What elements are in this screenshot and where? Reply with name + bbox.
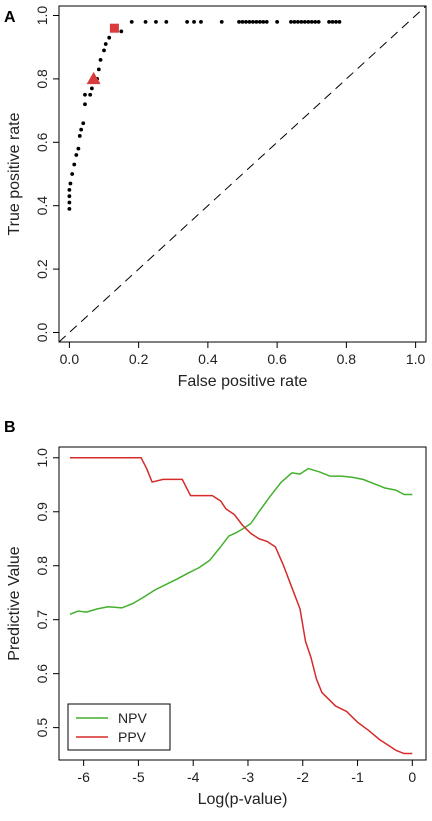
roc-point (275, 19, 280, 24)
x-tick-label: -6 (77, 769, 90, 785)
roc-point (83, 92, 87, 97)
roc-point (316, 19, 321, 24)
roc-highlight-triangle (86, 71, 101, 85)
roc-point (79, 127, 84, 132)
legend-label-ppv: PPV (118, 729, 147, 745)
roc-point (250, 19, 255, 24)
x-tick-label: 0 (408, 769, 416, 785)
roc-point (102, 48, 106, 53)
x-tick-label: -2 (297, 769, 310, 785)
y-axis-title: True positive rate (6, 112, 23, 235)
y-tick-label: 0.7 (34, 610, 50, 630)
x-axis-title: Log(p-value) (198, 791, 288, 808)
x-tick-label: 1.0 (406, 351, 426, 367)
x-tick-label: 0.2 (129, 351, 149, 367)
roc-point (264, 19, 269, 24)
x-tick-label: 0.8 (337, 351, 357, 367)
x-tick-label: 0.4 (198, 351, 218, 367)
series-line-npv (69, 467, 413, 615)
roc-point (89, 86, 94, 91)
roc-point (83, 102, 87, 107)
roc-point (337, 19, 342, 24)
legend: NPV PPV (67, 703, 171, 751)
y-tick-label: 1.0 (34, 448, 50, 468)
panel-letter-b: B (4, 419, 16, 436)
roc-point (98, 57, 103, 62)
roc-point (244, 19, 248, 24)
roc-point (185, 19, 190, 24)
x-tick-label: -1 (351, 769, 364, 785)
roc-point (199, 19, 203, 24)
roc-point (107, 35, 112, 40)
series-line-ppv (69, 457, 413, 755)
y-tick-label: 0.8 (34, 556, 50, 576)
roc-point (67, 206, 72, 211)
x-tick-label: -5 (132, 769, 145, 785)
roc-point (257, 19, 262, 24)
roc-point (119, 29, 124, 34)
roc-point (240, 19, 245, 24)
roc-panel: 0.0 0.2 0.4 0.6 0.8 1.0 0.0 0.2 0.4 0.6 0.8 1.0 Fals… (6, 5, 427, 390)
roc-point (154, 19, 158, 24)
legend-box (67, 703, 171, 751)
roc-point (247, 19, 252, 24)
y-tick-label: 0.0 (34, 323, 50, 343)
roc-point (306, 19, 311, 24)
y-tick-label: 0.2 (34, 259, 50, 279)
diagonal-reference-line (58, 5, 427, 343)
roc-point (330, 19, 335, 24)
roc-point (237, 19, 241, 24)
roc-point (143, 19, 148, 24)
x-tick-label: -4 (187, 769, 200, 785)
x-tick-label: 0.6 (267, 351, 287, 367)
roc-point (72, 162, 77, 167)
panel-letter-a: A (4, 9, 16, 26)
y-tick-label: 0.5 (34, 718, 50, 738)
roc-point (295, 19, 300, 24)
legend-label-npv: NPV (118, 710, 147, 726)
roc-point (76, 146, 81, 151)
roc-point (68, 181, 73, 186)
roc-point (74, 153, 79, 157)
y-tick-label: 1.0 (34, 6, 50, 26)
roc-point (219, 19, 224, 24)
roc-point (67, 200, 72, 205)
roc-point (77, 134, 82, 138)
roc-point (327, 19, 331, 24)
predictive-value-panel: -6 -5 -4 -3 -2 -1 0 0.5 0.6 0.7 0.8 0.9 1.0 Log(p-val… (6, 446, 427, 808)
y-tick-label: 0.6 (34, 664, 50, 684)
roc-highlight-square (109, 23, 119, 33)
roc-point (67, 194, 72, 199)
roc-point (261, 19, 266, 24)
y-tick-label: 0.9 (34, 502, 50, 522)
roc-point (129, 19, 134, 24)
roc-point (309, 19, 314, 24)
y-axis-title: Predictive Value (6, 546, 23, 661)
plot-frame (58, 5, 427, 343)
roc-point (299, 19, 304, 24)
roc-point (334, 19, 338, 24)
y-tick-label: 0.8 (34, 69, 50, 89)
roc-point (254, 19, 259, 24)
roc-point (164, 19, 169, 24)
roc-point (96, 67, 101, 72)
y-tick-label: 0.4 (34, 196, 50, 216)
y-tick-label: 0.6 (34, 132, 50, 152)
plot-frame (58, 446, 427, 761)
roc-point (192, 19, 196, 24)
x-tick-label: -3 (242, 769, 255, 785)
x-tick-label: 0.0 (60, 351, 80, 367)
roc-point (103, 42, 108, 46)
roc-point (81, 121, 86, 126)
x-axis-title: False positive rate (178, 373, 308, 390)
roc-point (67, 187, 72, 192)
roc-point (88, 92, 93, 97)
roc-point (292, 19, 297, 24)
roc-point (313, 19, 318, 24)
roc-point (289, 19, 293, 24)
roc-point (302, 19, 307, 24)
roc-point (70, 172, 75, 176)
